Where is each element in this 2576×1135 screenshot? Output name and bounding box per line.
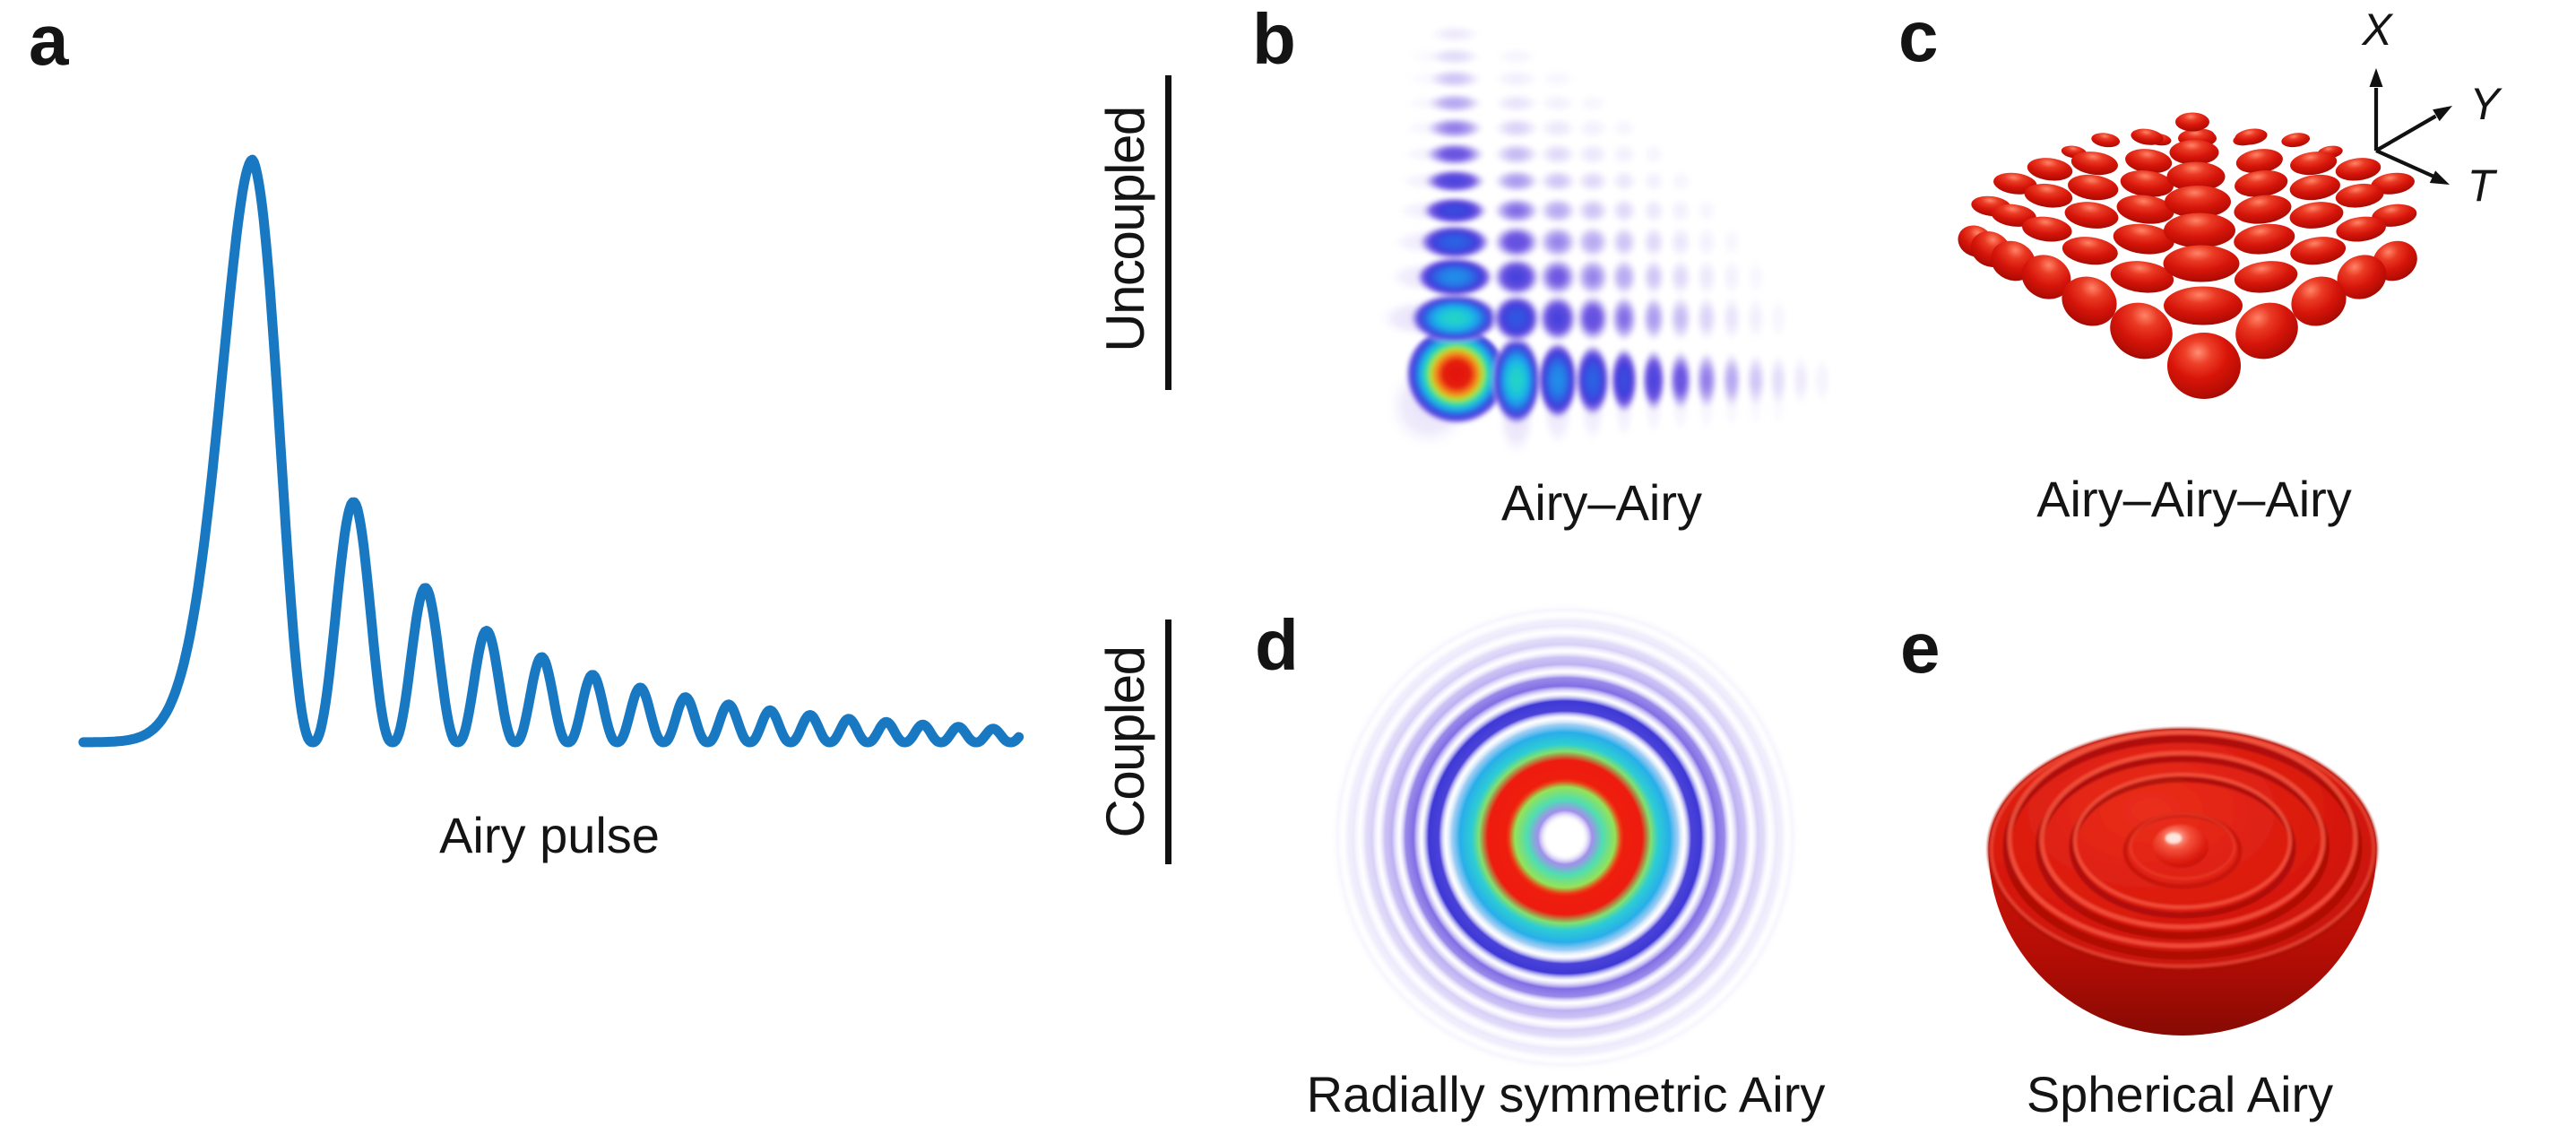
- svg-text:Coupled: Coupled: [1095, 646, 1155, 837]
- svg-text:T: T: [2468, 160, 2498, 211]
- svg-text:Y: Y: [2469, 79, 2503, 129]
- svg-text:d: d: [1255, 605, 1299, 685]
- svg-text:Uncoupled: Uncoupled: [1095, 107, 1155, 351]
- svg-text:Airy–Airy: Airy–Airy: [1501, 474, 1702, 531]
- svg-text:e: e: [1900, 608, 1941, 688]
- svg-text:Spherical Airy: Spherical Airy: [2027, 1066, 2333, 1122]
- svg-text:X: X: [2361, 4, 2393, 55]
- svg-text:Airy pulse: Airy pulse: [439, 807, 660, 863]
- svg-text:a: a: [29, 0, 69, 80]
- svg-text:Radially symmetric Airy: Radially symmetric Airy: [1307, 1066, 1826, 1122]
- svg-text:c: c: [1898, 0, 1939, 76]
- svg-text:Airy–Airy–Airy: Airy–Airy–Airy: [2036, 471, 2352, 527]
- svg-text:b: b: [1252, 0, 1296, 79]
